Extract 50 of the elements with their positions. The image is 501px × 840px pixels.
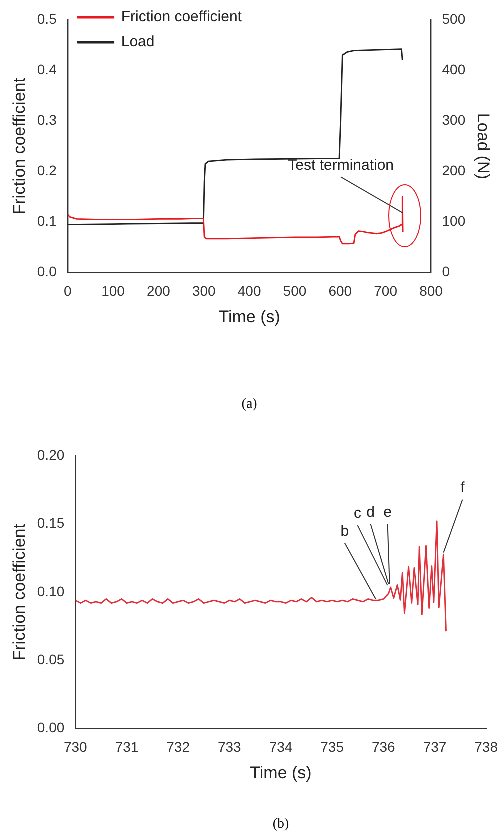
y2-tick-label: 400 <box>442 61 466 78</box>
x-tick-label: 300 <box>192 283 216 300</box>
legend-label: Load <box>121 34 155 51</box>
y2-tick-label: 0 <box>442 264 450 280</box>
y2-tick-label: 100 <box>442 213 466 230</box>
y-tick-label: 0.0 <box>37 264 58 280</box>
y2-tick-label: 300 <box>442 112 466 128</box>
x-axis-title: Time (s) <box>250 763 312 782</box>
y-axis-title: Friction coefficient <box>10 78 29 215</box>
x-tick-label: 737 <box>423 739 447 756</box>
y-axis-title: Friction coefficient <box>10 524 29 661</box>
y-tick-label: 0.20 <box>37 446 65 463</box>
x-tick-label: 0 <box>64 283 72 300</box>
y-tick-label: 0.1 <box>37 213 58 230</box>
x-tick-label: 700 <box>374 283 398 300</box>
y-tick-label: 0.10 <box>37 583 65 600</box>
x-tick-label: 736 <box>372 739 396 756</box>
x-tick-label: 600 <box>328 283 352 300</box>
x-tick-label: 200 <box>147 283 171 300</box>
text: (a) <box>242 397 258 412</box>
x-tick-label: 735 <box>320 739 344 756</box>
annotation: b <box>340 522 350 540</box>
y-tick-label: 0.15 <box>37 515 65 532</box>
annotation: e <box>384 504 392 521</box>
y-tick-label: 0.4 <box>37 61 58 78</box>
x-tick-label: 732 <box>166 739 190 756</box>
annotation: f <box>460 479 466 496</box>
x-tick-label: 731 <box>115 739 139 756</box>
x-tick-label: 730 <box>64 739 88 756</box>
legend-label: Friction coefficient <box>121 8 243 26</box>
x-tick-label: 734 <box>269 739 293 756</box>
annotation: c <box>354 505 362 522</box>
x-tick-label: 733 <box>218 739 242 756</box>
y-tick-label: 0.05 <box>37 651 65 668</box>
annotation: Test termination <box>288 156 394 174</box>
y2-axis-title: Load (N) <box>474 113 494 180</box>
x-tick-label: 738 <box>474 739 498 756</box>
annotation: d <box>366 504 375 521</box>
x-axis-title: Time (s) <box>218 307 280 326</box>
y-tick-label: 0.2 <box>37 162 58 179</box>
y-tick-label: 0.3 <box>37 112 58 128</box>
text: (b) <box>272 817 290 832</box>
y-tick-label: 0.00 <box>37 720 65 736</box>
x-tick-label: 100 <box>102 283 126 300</box>
y2-tick-label: 200 <box>442 162 466 179</box>
x-tick-label: 500 <box>283 283 307 300</box>
x-tick-label: 400 <box>238 283 262 300</box>
y2-tick-label: 500 <box>442 10 466 27</box>
y-tick-label: 0.5 <box>37 10 58 27</box>
x-tick-label: 800 <box>420 283 444 300</box>
